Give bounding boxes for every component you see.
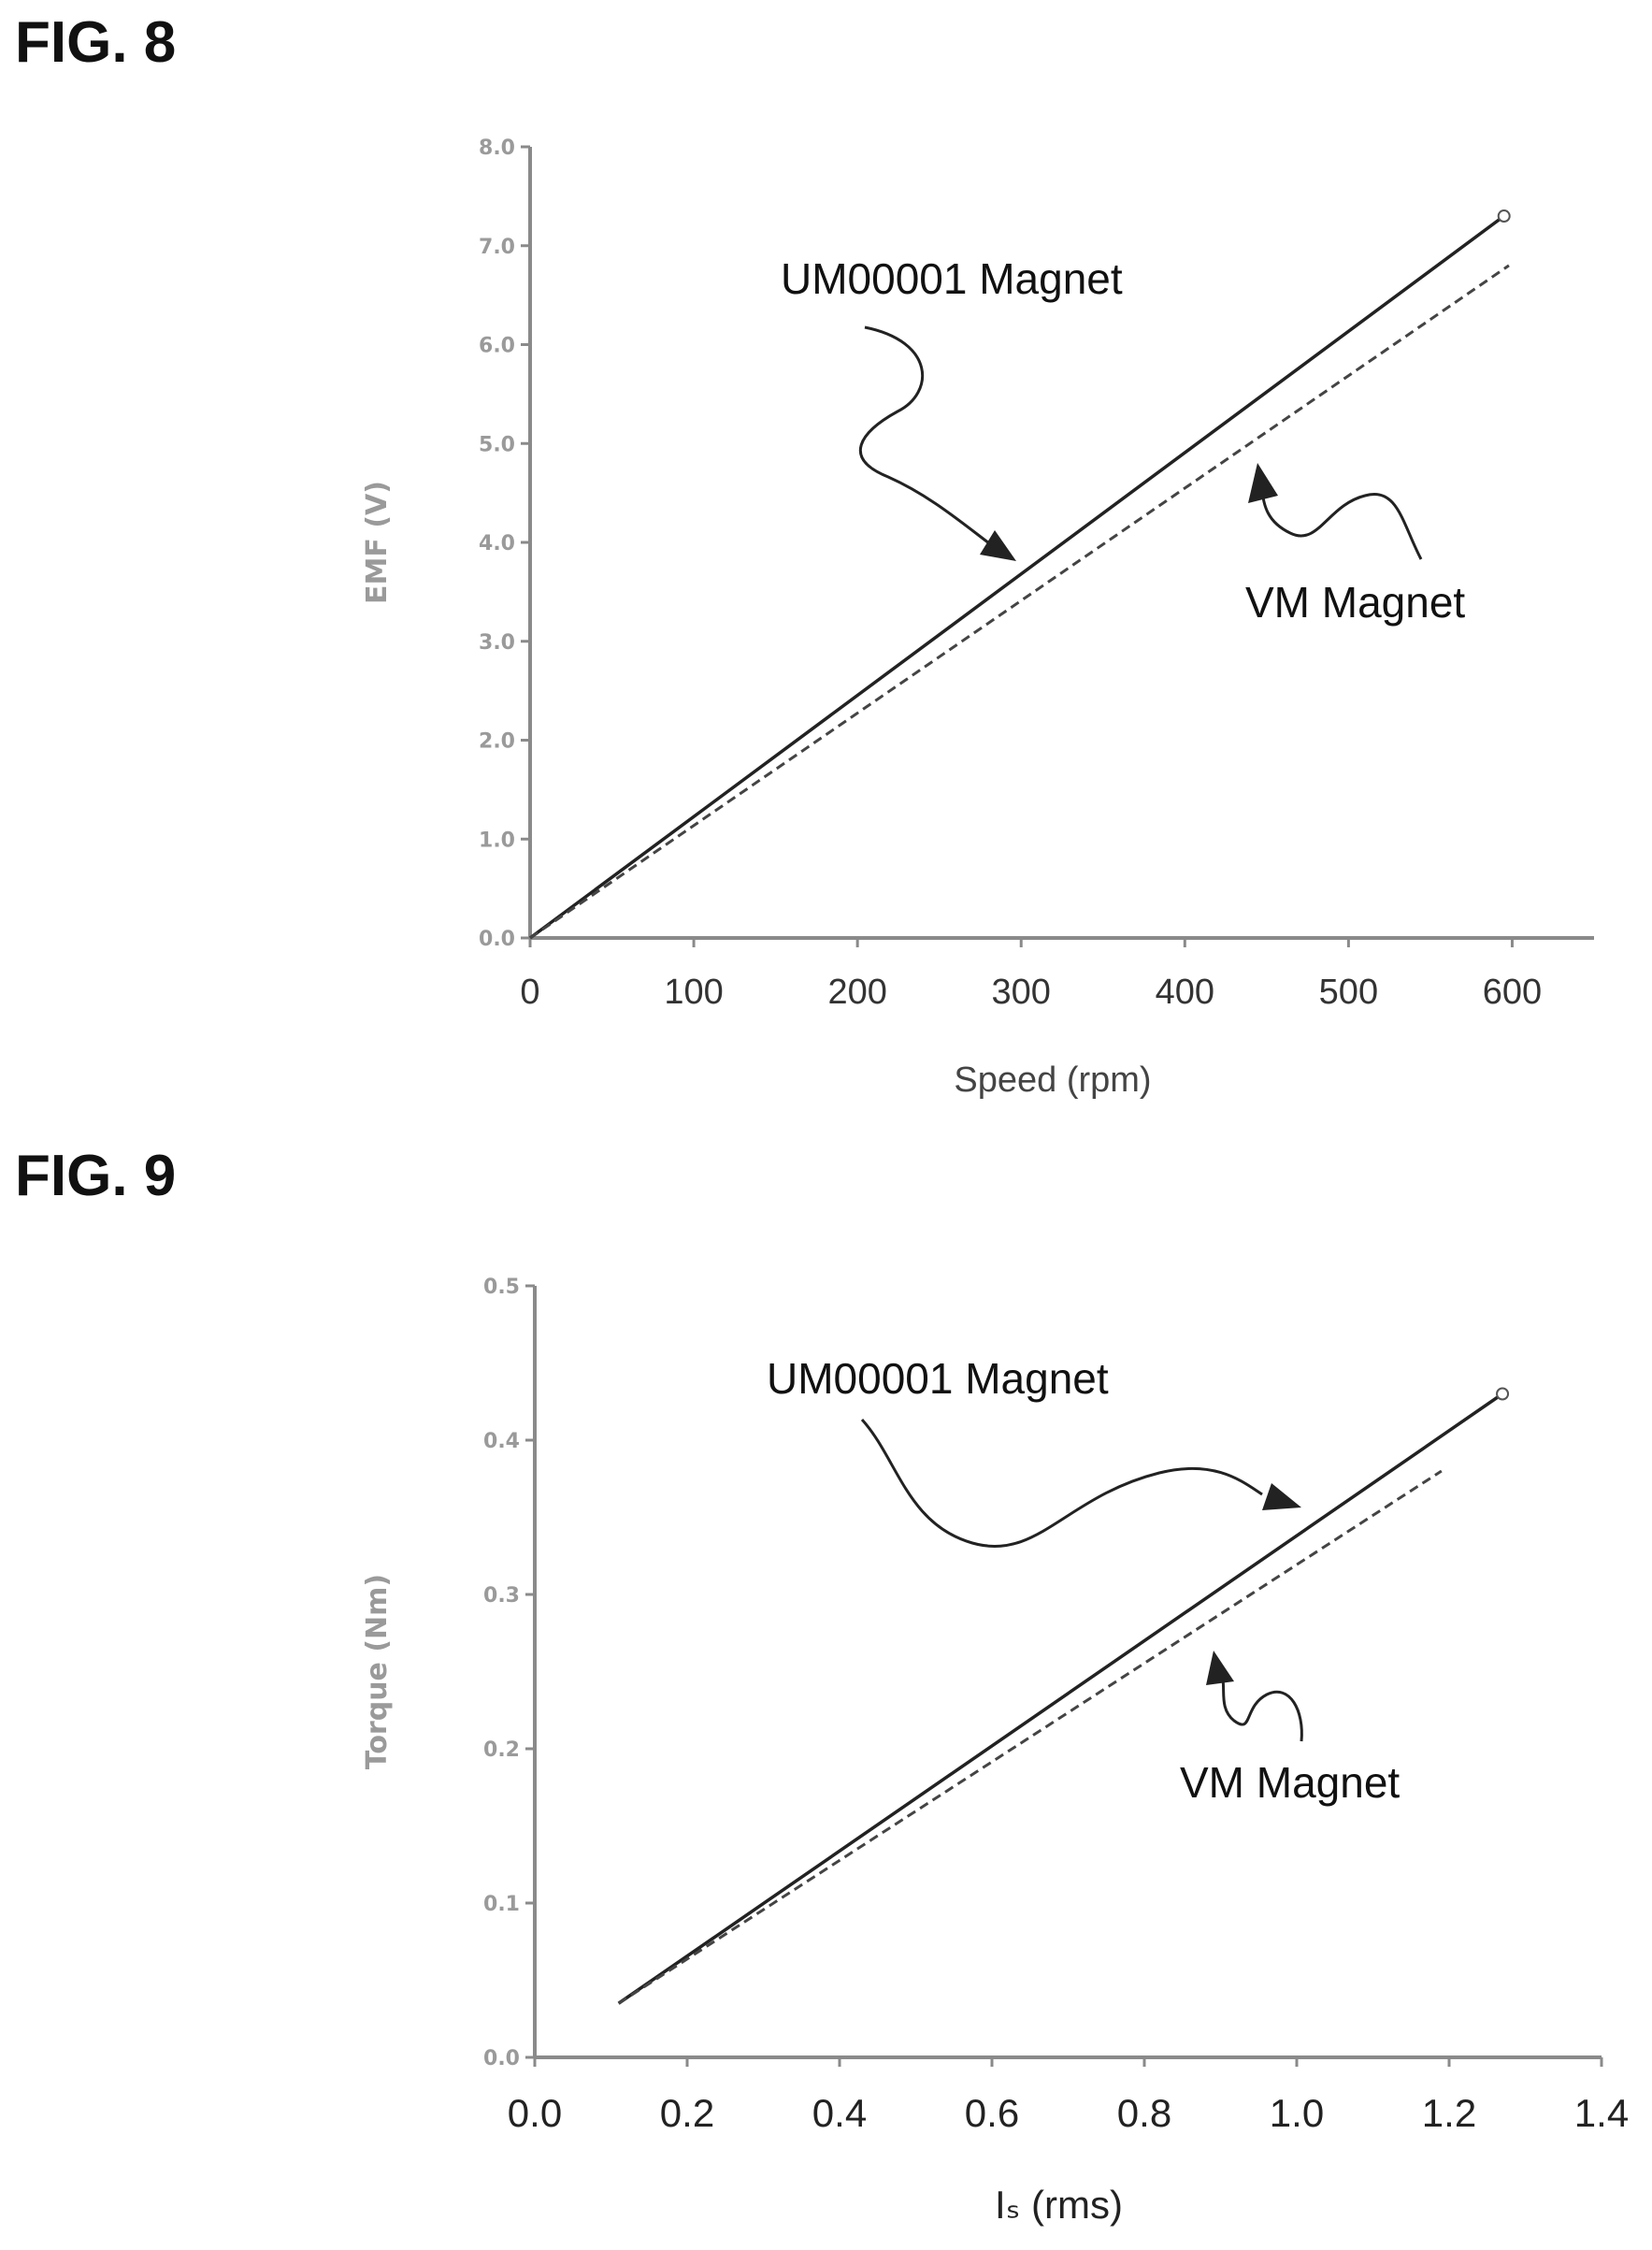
- y-tick-label: 4.0: [479, 532, 515, 555]
- fig8-y-axis-label: EMF (V): [361, 481, 394, 604]
- y-tick-label: 0.5: [483, 1276, 520, 1299]
- y-tick-label: 0.0: [483, 2047, 520, 2070]
- x-tick-label: 0: [520, 973, 539, 1012]
- fig8-annotation-vm: VM Magnet: [1245, 578, 1465, 627]
- fig9-x-ticks: 0.0 0.2 0.4 0.6 0.8 1.0 1.2 1.4: [508, 2057, 1629, 2135]
- y-tick-label: 0.1: [483, 1893, 520, 1916]
- series-end-point: [1497, 209, 1511, 224]
- x-tick-label: 0.6: [965, 2091, 1019, 2135]
- x-tick-label: 300: [992, 973, 1051, 1012]
- fig9-leader-um00001: [860, 1418, 1263, 1549]
- fig9-leader-vm: [1221, 1679, 1303, 1742]
- y-tick-label: 1.0: [479, 829, 515, 852]
- series-line-um00001: [617, 1392, 1504, 2005]
- x-tick-label: 600: [1483, 973, 1542, 1012]
- x-tick-label: 0.8: [1117, 2091, 1171, 2135]
- fig9-annotation-vm: VM Magnet: [1180, 1758, 1400, 1807]
- y-tick-label: 2.0: [479, 730, 515, 754]
- fig9-y-axis-label: Torque (Nm): [361, 1574, 394, 1769]
- fig8-annotations: UM00001 Magnet VM Magnet: [781, 254, 1465, 627]
- fig9-axes: [533, 1286, 1602, 2059]
- x-tick-label: 100: [664, 973, 723, 1012]
- y-tick-label: 6.0: [479, 335, 515, 358]
- fig9-annotations: UM00001 Magnet VM Magnet: [767, 1354, 1400, 1807]
- fig9-annotation-um00001: UM00001 Magnet: [767, 1354, 1109, 1403]
- y-tick-label: 0.3: [483, 1584, 520, 1608]
- x-tick-label: 1.0: [1270, 2091, 1324, 2135]
- fig9-x-axis-label: Iₛ (rms): [995, 2183, 1123, 2227]
- series-line-um00001: [528, 214, 1505, 940]
- fig8-series: [528, 209, 1511, 940]
- fig8-arrowhead-vm: [1248, 463, 1278, 503]
- figure-9-label: FIG. 9: [15, 1144, 177, 1208]
- y-tick-label: 0.2: [483, 1738, 520, 1762]
- fig8-x-ticks: 0 100 200 300 400 500 600: [520, 938, 1542, 1012]
- figure-8-label: FIG. 8: [15, 10, 177, 75]
- fig8-y-ticks: 0.0 1.0 2.0 3.0 4.0 5.0 6.0 7.0 8.0: [479, 137, 530, 951]
- y-tick-label: 0.4: [483, 1430, 520, 1453]
- y-tick-label: 0.0: [479, 928, 515, 951]
- fig9-series: [617, 1387, 1510, 2005]
- series-line-vm: [529, 264, 1510, 940]
- fig9-arrowhead-um00001: [1262, 1483, 1301, 1510]
- x-tick-label: 0.2: [660, 2091, 714, 2135]
- fig8-emf-chart: 0.0 1.0 2.0 3.0 4.0 5.0 6.0 7.0 8.0 0 100 200 300 40…: [361, 137, 1594, 1100]
- series-end-point: [1496, 1387, 1510, 1401]
- y-tick-label: 8.0: [479, 137, 515, 160]
- fig9-arrowhead-vm: [1206, 1651, 1234, 1685]
- x-tick-label: 500: [1319, 973, 1378, 1012]
- x-tick-label: 0.0: [508, 2091, 562, 2135]
- series-line-vm: [617, 1469, 1443, 2005]
- fig9-torque-chart: 0.0 0.1 0.2 0.3 0.4 0.5 0.0 0.2 0.4 0.6 0.8 1.0 1.2…: [361, 1276, 1629, 2227]
- fig9-y-ticks: 0.0 0.1 0.2 0.3 0.4 0.5: [483, 1276, 535, 2070]
- x-tick-label: 1.4: [1574, 2091, 1629, 2135]
- fig8-leader-vm: [1260, 490, 1423, 560]
- fig8-arrowhead-um00001: [980, 530, 1016, 561]
- x-tick-label: 200: [827, 973, 886, 1012]
- x-tick-label: 400: [1156, 973, 1214, 1012]
- fig8-annotation-um00001: UM00001 Magnet: [781, 254, 1123, 303]
- x-tick-label: 0.4: [812, 2091, 867, 2135]
- fig8-leader-um00001: [858, 325, 994, 548]
- fig8-x-axis-label: Speed (rpm): [954, 1060, 1151, 1100]
- y-tick-label: 7.0: [479, 236, 515, 259]
- y-tick-label: 5.0: [479, 433, 515, 456]
- x-tick-label: 1.2: [1422, 2091, 1476, 2135]
- y-tick-label: 3.0: [479, 631, 515, 655]
